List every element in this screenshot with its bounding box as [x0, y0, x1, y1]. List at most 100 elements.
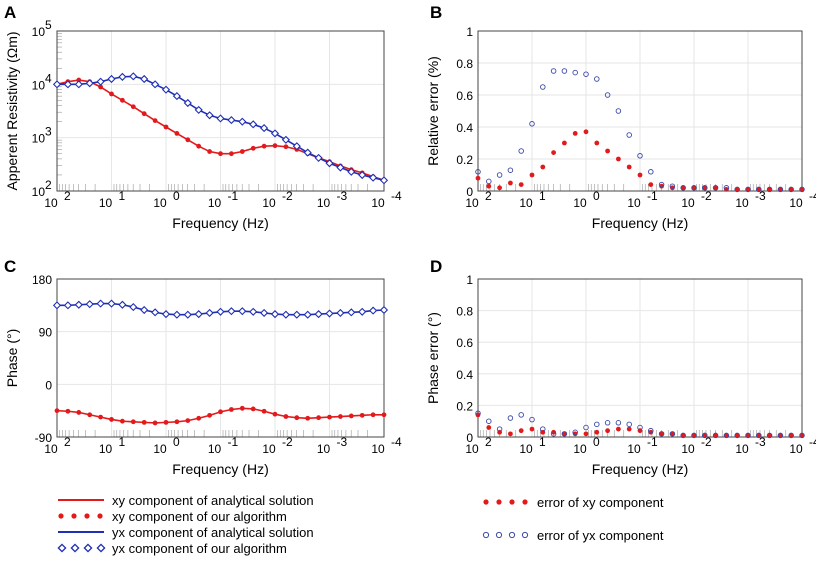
panel-b-x-tick-exponent: 2 [485, 189, 492, 203]
panel-c-point-xy-component-of-our-algorithm [239, 405, 245, 411]
panel-c-point-xy-component-of-our-algorithm [174, 419, 180, 425]
panel-d-point-error-of-xy-component [724, 433, 729, 438]
panel-c-point-yx-component-of-our-algorithm [369, 306, 378, 315]
panel-b-point-error-of-xy-component [702, 185, 708, 191]
panel-d-point-error-of-xy-component [680, 433, 686, 438]
panel-letter-a: A [4, 3, 16, 22]
panel-d-point-error-of-xy-component [648, 429, 654, 435]
panel-c-point-yx-component-of-our-algorithm [172, 310, 181, 319]
panel-b-y-tick-label: 0.8 [456, 57, 473, 71]
panel-a-point-yx-component-of-our-algorithm [379, 176, 389, 185]
legend-key-diamond [83, 543, 93, 553]
panel-b-point-error-of-yx-component [518, 148, 524, 154]
panel-a-point-yx-component-of-our-algorithm [336, 163, 345, 172]
panel-a-point-yx-component-of-our-algorithm [249, 120, 258, 129]
panel-c-point-yx-component-of-our-algorithm [249, 307, 258, 316]
panel-d-point-error-of-yx-component [691, 432, 697, 439]
panel-c-point-yx-component-of-our-algorithm [194, 310, 203, 319]
panel-b-point-error-of-xy-component [626, 164, 632, 170]
panel-a-point-yx-component-of-our-algorithm [227, 115, 236, 125]
panel-c-x-tick-label: 10 [44, 442, 58, 456]
panel-d-x-tick-exponent: 1 [539, 435, 546, 449]
panel-c-point-yx-component-of-our-algorithm [336, 308, 345, 318]
panel-c-point-xy-component-of-our-algorithm [98, 414, 103, 420]
panel-d-y-tick-label: 0.2 [456, 399, 473, 413]
panel-b-point-error-of-yx-component [594, 76, 600, 82]
panel-b-point-error-of-yx-component [637, 153, 643, 159]
panel-c-point-yx-component-of-our-algorithm [227, 307, 236, 316]
panel-d-point-error-of-xy-component [594, 429, 600, 435]
panel-b-point-error-of-xy-component [497, 185, 502, 191]
panel-b-point-error-of-yx-component [475, 169, 481, 175]
panel-a-point-xy-component-of-our-algorithm [76, 77, 82, 83]
panel-c-point-xy-component-of-our-algorithm [338, 414, 343, 419]
panel-d-point-error-of-yx-component [626, 421, 632, 428]
panel-b-point-error-of-xy-component [670, 185, 675, 191]
panel-letter-d: D [430, 257, 442, 276]
panel-c-point-xy-component-of-our-algorithm [152, 420, 158, 426]
panel-b-series-error-of-xy-component [475, 129, 805, 192]
panel-c-point-xy-component-of-our-algorithm [196, 415, 202, 421]
panel-b-point-error-of-yx-component [550, 68, 557, 74]
panel-b-x-tick-label: 10 [573, 196, 587, 210]
panel-d-frame [477, 278, 803, 438]
panel-a-apparent-resistivity: 10 2 10 1 10 0 10 -1 10 -2 10 -3 10 -410 210 310 410 5Fre… [4, 18, 402, 231]
panel-a-x-tick-label: 10 [371, 196, 385, 210]
panel-b-point-error-of-yx-component [723, 185, 730, 191]
panel-b-point-error-of-yx-component [745, 186, 751, 193]
panel-a-x-tick-exponent: -4 [391, 189, 402, 203]
panel-d-point-error-of-yx-component [799, 432, 805, 439]
panel-d-point-error-of-yx-component [486, 418, 492, 424]
panel-b-point-error-of-xy-component [756, 187, 762, 192]
panel-d-point-error-of-yx-component [680, 432, 686, 439]
panel-a-point-xy-component-of-our-algorithm [218, 151, 223, 157]
panel-d-point-error-of-yx-component [788, 432, 794, 439]
panel-d-series-error-of-xy-component [475, 412, 805, 438]
legend-key-dot [97, 513, 103, 519]
panel-a-y-tick-exponent: 4 [45, 71, 52, 85]
panel-a-x-tick-label: 10 [153, 196, 167, 210]
panel-a-point-yx-component-of-our-algorithm [129, 72, 138, 81]
panel-d-point-error-of-yx-component [745, 432, 751, 439]
panel-d-point-error-of-xy-component [626, 426, 632, 432]
panel-d-x-tick-label: 10 [573, 442, 587, 456]
panel-d-point-error-of-yx-component [540, 426, 546, 432]
legend-key-dot [483, 499, 489, 505]
panel-c-point-xy-component-of-our-algorithm [272, 411, 278, 417]
panel-d-x-tick-exponent: 0 [593, 435, 600, 449]
panel-d-point-error-of-xy-component [691, 433, 697, 438]
panel-d-point-error-of-yx-component [702, 432, 708, 439]
panel-a-point-yx-component-of-our-algorithm [325, 159, 334, 168]
panel-a-point-xy-component-of-our-algorithm [141, 111, 147, 117]
panel-d-point-error-of-yx-component [615, 420, 622, 426]
panel-c-point-yx-component-of-our-algorithm [107, 299, 116, 308]
panel-b-x-tick-label: 10 [681, 196, 695, 210]
panel-a-point-yx-component-of-our-algorithm [52, 80, 62, 89]
panel-b-point-error-of-yx-component [669, 183, 676, 189]
panel-d-point-error-of-xy-component [551, 429, 556, 435]
panel-a-series-yx-component-of-our-algorithm [52, 72, 389, 185]
panel-b-point-error-of-yx-component [766, 186, 773, 193]
panel-d-point-error-of-yx-component [777, 432, 784, 439]
panel-b-point-error-of-yx-component [691, 185, 697, 191]
panel-d-y-tick-label: 0.4 [456, 368, 473, 382]
panel-a-point-xy-component-of-our-algorithm [174, 131, 180, 136]
panel-b-point-error-of-yx-component [540, 84, 546, 90]
panel-c-point-yx-component-of-our-algorithm [325, 309, 334, 318]
panel-d-point-error-of-yx-component [529, 416, 535, 423]
panel-b-frame [477, 30, 803, 192]
panel-d-x-tick-exponent: 2 [485, 435, 492, 449]
panel-b-x-tick-label: 10 [789, 196, 803, 210]
panel-b-point-error-of-yx-component [680, 185, 686, 191]
legend-label: yx component of our algorithm [112, 541, 287, 556]
panel-b-point-error-of-yx-component [583, 71, 589, 77]
panel-b-point-error-of-xy-component [583, 129, 589, 135]
panel-b-y-axis-title: Relative error (%) [425, 56, 441, 166]
legend-label: xy component of analytical solution [112, 493, 314, 508]
panel-a-y-tick-label: 10 [32, 25, 46, 39]
panel-b-series-error-of-yx-component [475, 68, 805, 193]
panel-letter-c: C [4, 257, 16, 276]
legend-key-dot [509, 499, 515, 505]
panel-d-point-error-of-xy-component [745, 433, 751, 438]
panel-b-x-axis-title: Frequency (Hz) [592, 215, 688, 231]
